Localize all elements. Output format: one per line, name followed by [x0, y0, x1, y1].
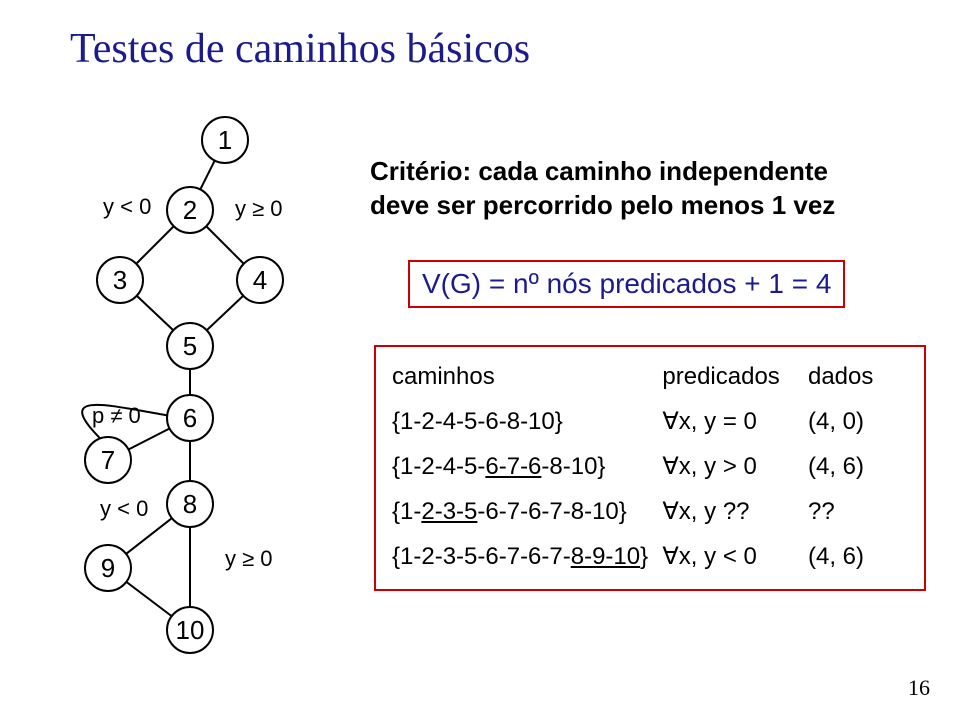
- cell-caminho: {1-2-3-5-6-7-6-7-8-9-10}: [390, 534, 660, 579]
- edge-label: p ≠ 0: [92, 403, 141, 428]
- edge: [206, 226, 243, 263]
- cell-predicado: ∀x, y = 0: [660, 399, 806, 444]
- cell-dados: (4, 6): [806, 534, 910, 579]
- edge: [136, 226, 173, 263]
- table-header-row: caminhos predicados dados: [390, 355, 910, 399]
- cell-caminho: {1-2-4-5-6-8-10}: [390, 399, 660, 444]
- graph-node-label: 10: [176, 615, 205, 645]
- table-row: {1-2-3-5-6-7-6-7-8-10}∀x, y ????: [390, 489, 910, 534]
- graph-node-label: 9: [101, 553, 115, 583]
- cell-predicado: ∀x, y > 0: [660, 444, 806, 489]
- edge-label: y < 0: [103, 194, 151, 219]
- cell-caminho: {1-2-4-5-6-7-6-8-10}: [390, 444, 660, 489]
- vg-text: V(G) = nº nós predicados + 1 = 4: [422, 268, 831, 299]
- table-row: {1-2-4-5-6-7-6-8-10}∀x, y > 0(4, 6): [390, 444, 910, 489]
- edge-label: y < 0: [100, 496, 148, 521]
- edge-label: y ≥ 0: [225, 546, 273, 571]
- edge: [126, 518, 172, 554]
- graph-node-label: 4: [253, 265, 267, 295]
- cell-predicado: ∀x, y ??: [660, 489, 806, 534]
- table-row: {1-2-4-5-6-8-10}∀x, y = 0(4, 0): [390, 399, 910, 444]
- graph-node-label: 1: [218, 125, 232, 155]
- edge: [126, 582, 171, 616]
- header-caminhos: caminhos: [390, 355, 660, 399]
- graph-node-label: 7: [101, 445, 115, 475]
- cell-dados: ??: [806, 489, 910, 534]
- slide: Testes de caminhos básicos 1 2 3 4 5 6 7 8 9 10 y …: [0, 0, 960, 719]
- paths-table-box: caminhos predicados dados {1-2-4-5-6-8-1…: [374, 345, 926, 591]
- cell-caminho: {1-2-3-5-6-7-6-7-8-10}: [390, 489, 660, 534]
- cell-dados: (4, 0): [806, 399, 910, 444]
- graph-node-label: 3: [113, 265, 127, 295]
- graph-node-label: 6: [183, 403, 197, 433]
- edge: [207, 296, 244, 330]
- page-title: Testes de caminhos básicos: [70, 25, 530, 73]
- page-number: 16: [908, 675, 930, 701]
- table-row: {1-2-3-5-6-7-6-7-8-9-10}∀x, y < 0(4, 6): [390, 534, 910, 579]
- cell-dados: (4, 6): [806, 444, 910, 489]
- header-predicados: predicados: [660, 355, 806, 399]
- paths-table: caminhos predicados dados {1-2-4-5-6-8-1…: [390, 355, 910, 579]
- vg-box: V(G) = nº nós predicados + 1 = 4: [408, 260, 845, 308]
- edge: [200, 161, 214, 190]
- header-dados: dados: [806, 355, 910, 399]
- graph-node-label: 2: [183, 195, 197, 225]
- edge: [137, 296, 174, 330]
- cell-predicado: ∀x, y < 0: [660, 534, 806, 579]
- graph-node-label: 5: [183, 331, 197, 361]
- control-flow-graph: 1 2 3 4 5 6 7 8 9 10 y < 0 y ≥ 0 p ≠ 0 y < 0 y ≥ 0: [60, 110, 330, 670]
- criterion-line2: deve ser percorrido pelo menos 1 vez: [370, 189, 915, 223]
- edge-label: y ≥ 0: [235, 196, 283, 221]
- edge: [128, 428, 169, 449]
- graph-node-label: 8: [183, 489, 197, 519]
- criterion-line1: Critério: cada caminho independente: [370, 155, 915, 189]
- criterion-box: Critério: cada caminho independente deve…: [370, 155, 915, 223]
- graph-svg: 1 2 3 4 5 6 7 8 9 10 y < 0 y ≥ 0 p ≠ 0 y < 0 y ≥ 0: [60, 110, 330, 670]
